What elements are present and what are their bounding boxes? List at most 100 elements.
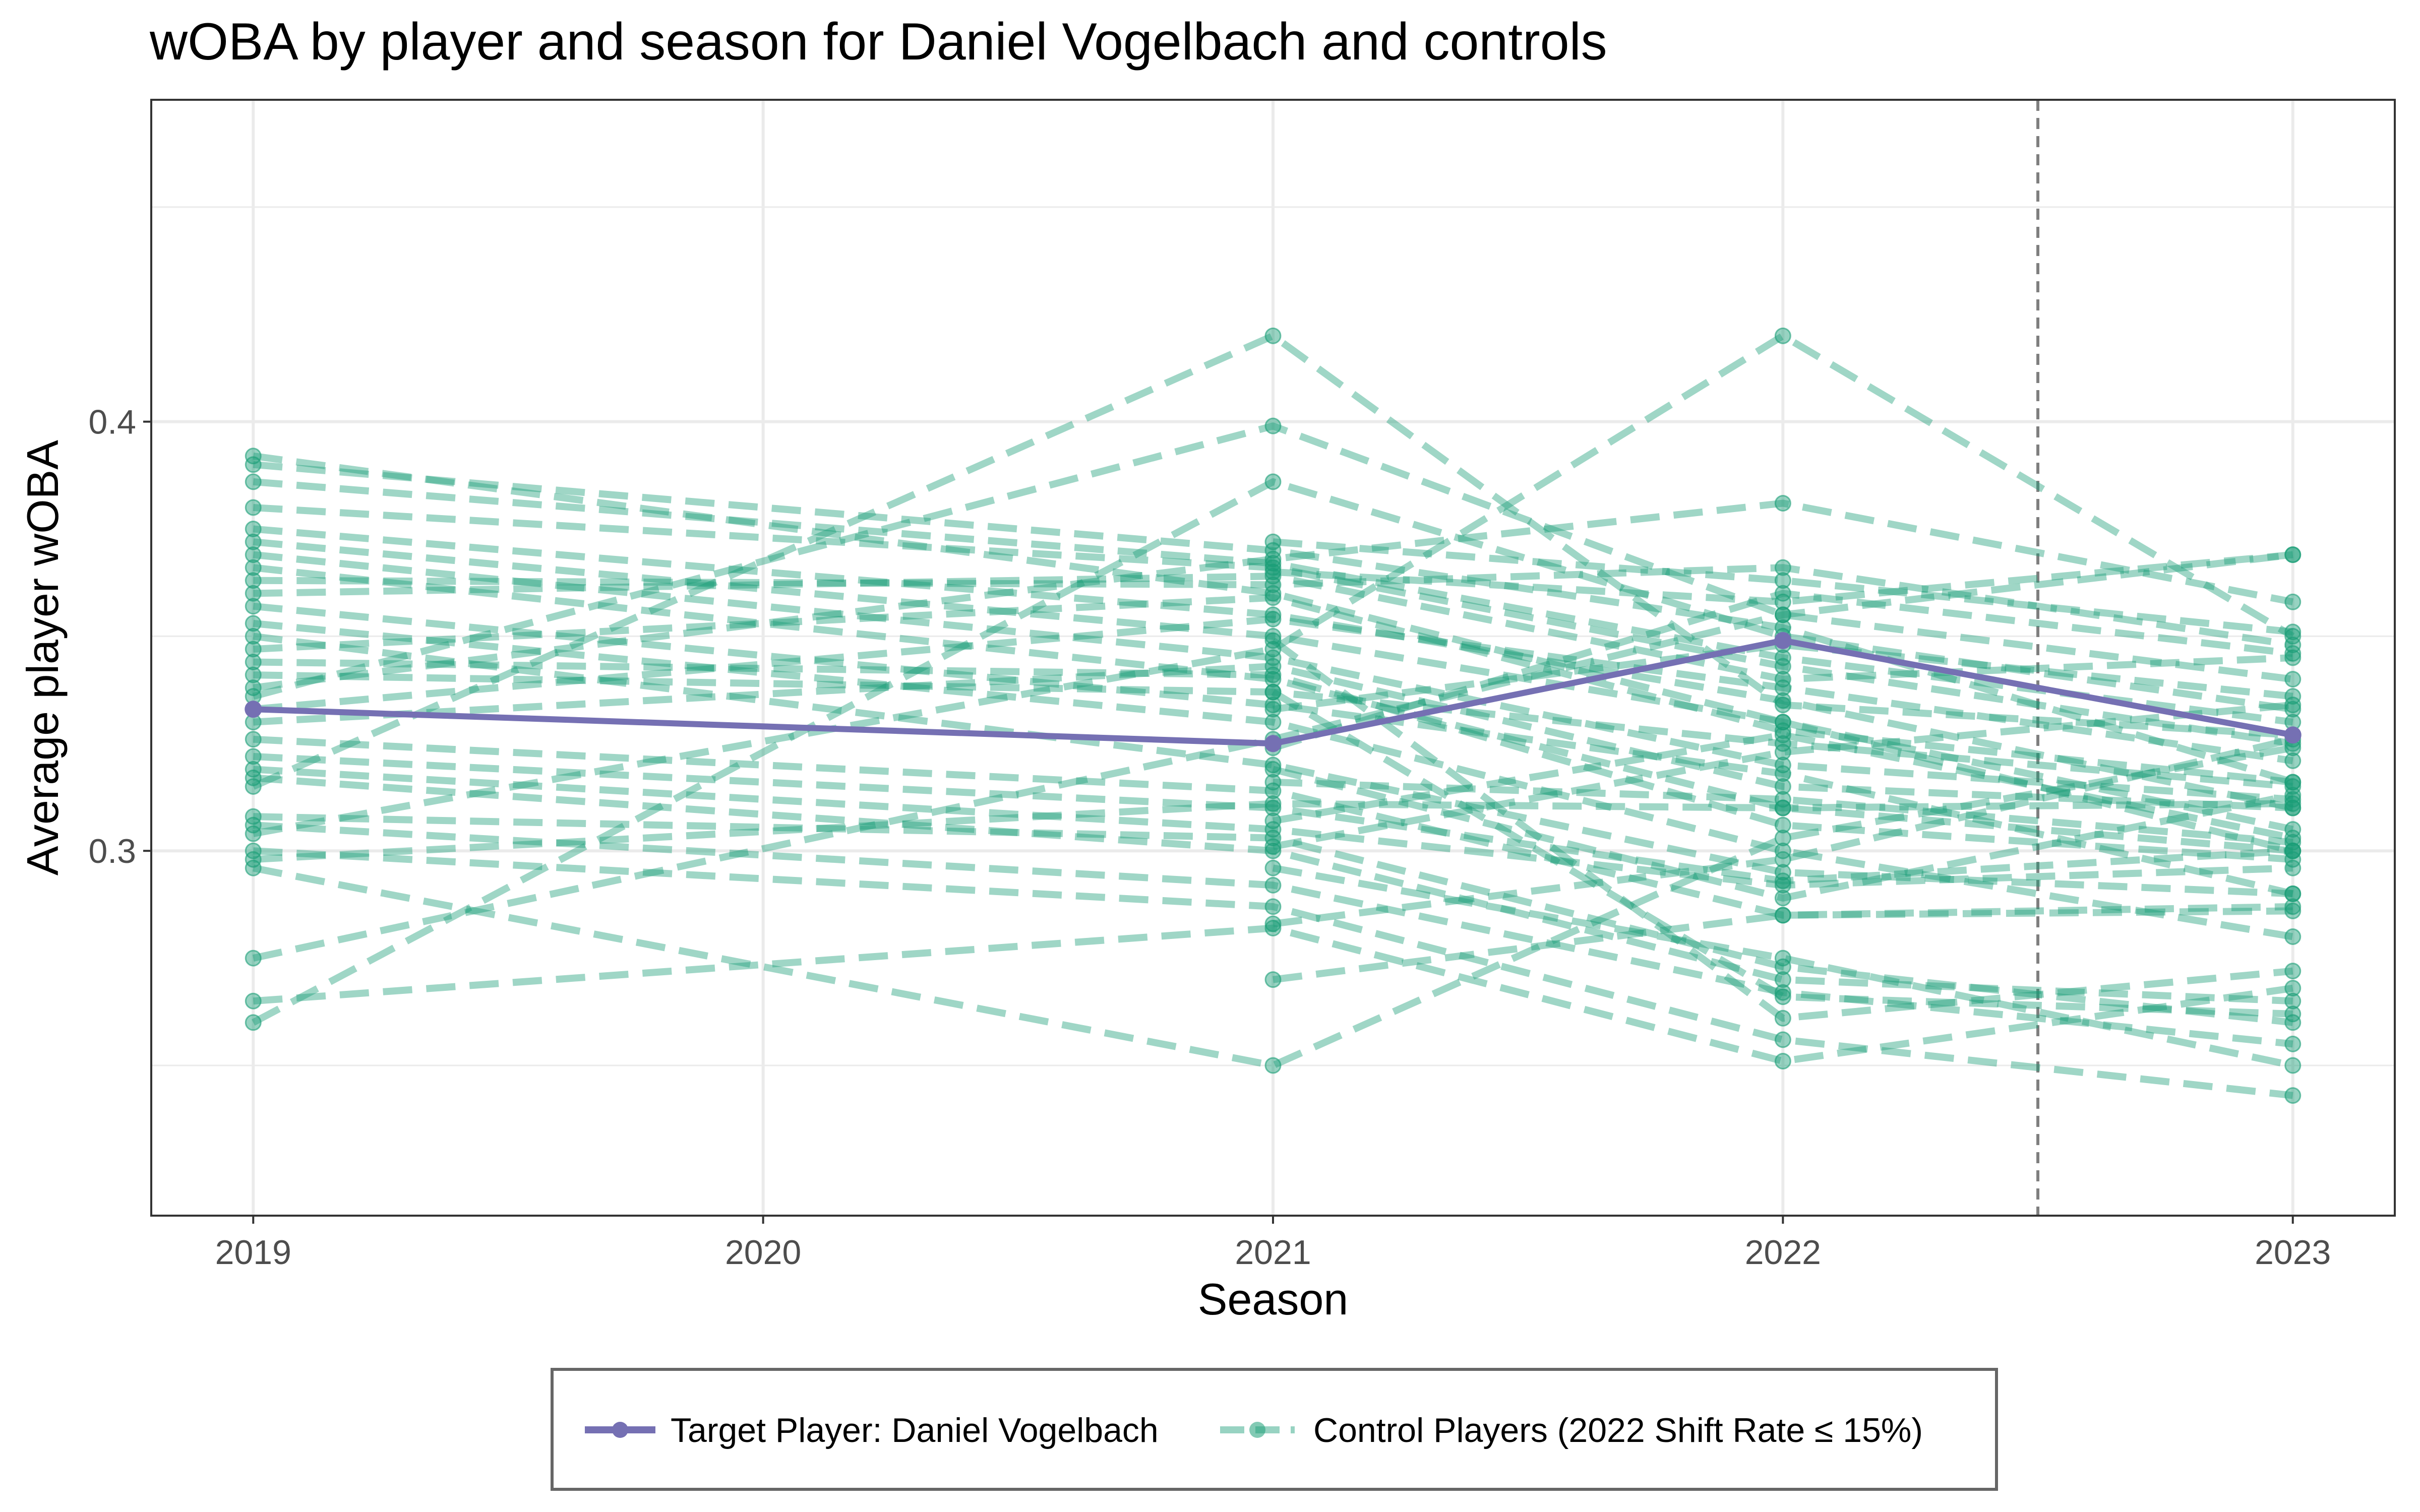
control-player-point bbox=[1264, 714, 1282, 731]
control-player-point bbox=[2284, 1087, 2302, 1104]
control-player-point bbox=[245, 627, 262, 645]
control-player-point bbox=[1774, 958, 1791, 975]
control-player-point bbox=[1264, 649, 1282, 666]
control-player-point bbox=[1774, 722, 1791, 739]
control-player-point bbox=[2284, 593, 2302, 610]
control-player-line bbox=[253, 813, 2293, 1026]
legend-key-target-point bbox=[612, 1422, 628, 1438]
y-tick-label: 0.4 bbox=[88, 403, 136, 442]
x-axis-title: Season bbox=[1198, 1274, 1348, 1324]
control-player-line bbox=[252, 422, 2293, 700]
control-player-point bbox=[1774, 679, 1791, 697]
control-player-line bbox=[253, 594, 2293, 786]
control-player-line bbox=[253, 633, 2293, 898]
control-player-point bbox=[1264, 632, 1282, 649]
control-player-point bbox=[2284, 627, 2302, 645]
control-player-point bbox=[2284, 671, 2302, 688]
control-player-point bbox=[2284, 701, 2302, 718]
control-player-point bbox=[1774, 658, 1791, 675]
control-player-point bbox=[1774, 988, 1791, 1005]
control-player-point bbox=[2284, 1005, 2302, 1023]
control-player-point bbox=[245, 559, 262, 576]
control-player-point bbox=[1264, 627, 1282, 645]
control-player-point bbox=[1774, 757, 1791, 774]
control-player-point bbox=[2284, 992, 2302, 1010]
control-player-point bbox=[1264, 821, 1282, 838]
control-player-line bbox=[252, 744, 2293, 1069]
control-player-line bbox=[253, 602, 2294, 898]
y-axis: 0.3 0.4 bbox=[88, 403, 151, 870]
y-tick-label: 0.3 bbox=[88, 832, 136, 870]
control-player-point bbox=[245, 808, 262, 825]
control-player-point bbox=[245, 778, 262, 795]
control-player-point bbox=[1264, 842, 1282, 859]
control-player-point bbox=[1774, 971, 1791, 988]
target-player-point bbox=[1264, 735, 1282, 752]
legend: Target Player: Daniel Vogelbach Control … bbox=[551, 1368, 1998, 1491]
control-player-point bbox=[245, 679, 262, 697]
control-player-line bbox=[253, 774, 2293, 1005]
control-player-point bbox=[1774, 765, 1791, 782]
control-player-point bbox=[245, 473, 262, 490]
control-player-point bbox=[1264, 919, 1282, 936]
control-player-point bbox=[2284, 834, 2302, 851]
control-player-point bbox=[1774, 799, 1791, 816]
control-player-point bbox=[1264, 915, 1282, 932]
control-player-point bbox=[245, 816, 262, 834]
control-player-point bbox=[245, 499, 262, 516]
control-player-point bbox=[2284, 830, 2302, 847]
control-player-point bbox=[245, 654, 262, 671]
control-player-point bbox=[1774, 593, 1791, 610]
control-player-line bbox=[1272, 590, 2293, 751]
control-player-point bbox=[1774, 743, 1791, 761]
control-player-point bbox=[1264, 641, 1282, 658]
control-player-point bbox=[1264, 555, 1282, 572]
control-player-point bbox=[1774, 559, 1791, 576]
control-player-line bbox=[253, 847, 2293, 1099]
control-player-line bbox=[253, 499, 2294, 691]
control-player-point bbox=[1774, 876, 1791, 894]
control-player-point bbox=[1774, 494, 1791, 512]
control-player-point bbox=[2284, 980, 2302, 997]
control-player-point bbox=[1774, 984, 1791, 1001]
control-player-point bbox=[1774, 907, 1791, 924]
control-player-point bbox=[1774, 851, 1791, 868]
control-player-point bbox=[1774, 697, 1791, 714]
x-tick-label: 2020 bbox=[725, 1233, 801, 1272]
control-player-point bbox=[245, 825, 262, 842]
control-player-point bbox=[2284, 842, 2302, 859]
control-player-line bbox=[253, 332, 2295, 837]
control-player-point bbox=[1264, 838, 1282, 855]
control-player-point bbox=[1264, 568, 1282, 585]
control-player-point bbox=[1774, 872, 1791, 890]
x-tick-label: 2023 bbox=[2255, 1233, 2331, 1272]
control-player-point bbox=[2284, 645, 2302, 662]
control-player-point bbox=[245, 859, 262, 876]
control-player-point bbox=[1774, 1010, 1791, 1027]
control-player-point bbox=[2284, 1057, 2302, 1074]
control-player-point bbox=[2284, 963, 2302, 980]
control-player-point bbox=[1774, 585, 1791, 602]
control-player-point bbox=[1774, 726, 1791, 743]
control-player-point bbox=[1264, 757, 1282, 774]
control-player-point bbox=[245, 769, 262, 786]
control-player-point bbox=[1264, 666, 1282, 683]
legend-box bbox=[551, 1368, 1998, 1491]
control-player-point bbox=[1264, 1057, 1282, 1074]
control-player-point bbox=[1264, 799, 1282, 816]
x-axis: 2019 2020 2021 2022 2023 bbox=[215, 1216, 2331, 1272]
control-player-point bbox=[2284, 795, 2302, 812]
control-player-point bbox=[2284, 774, 2302, 791]
control-player-point bbox=[1774, 816, 1791, 834]
control-player-point bbox=[1264, 473, 1282, 490]
control-player-point bbox=[2284, 885, 2302, 902]
control-player-point bbox=[1264, 795, 1282, 812]
control-player-point bbox=[1264, 658, 1282, 675]
control-player-point bbox=[245, 572, 262, 589]
control-player-point bbox=[2284, 786, 2302, 803]
control-player-point bbox=[2284, 623, 2302, 641]
control-player-point bbox=[1264, 542, 1282, 559]
control-player-line bbox=[253, 735, 2293, 919]
control-player-line bbox=[253, 663, 2293, 811]
control-player-point bbox=[2284, 688, 2302, 705]
